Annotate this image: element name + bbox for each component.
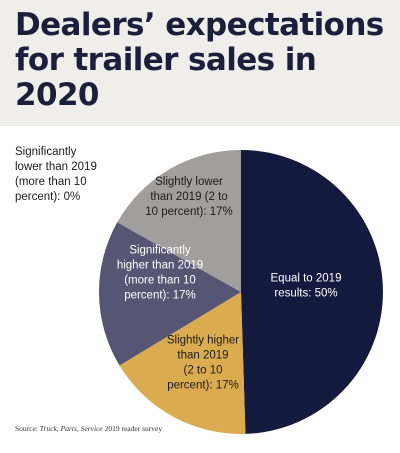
label-line: percent): 17% bbox=[124, 290, 196, 302]
label-line: Significantly bbox=[129, 245, 191, 257]
label-line: than 2019 (2 to bbox=[150, 191, 227, 203]
label-line: (2 to 10 bbox=[184, 365, 223, 377]
source-truck: Truck bbox=[39, 424, 57, 433]
title-banner bbox=[0, 0, 400, 126]
source-parts: Parts bbox=[60, 424, 77, 433]
pie-slice-higher-significant bbox=[98, 222, 241, 366]
label-line: percent): 0% bbox=[15, 191, 81, 203]
label-line: 10 percent): 17% bbox=[145, 206, 233, 218]
pie-slices bbox=[98, 149, 383, 434]
pie-slice-higher-slight bbox=[119, 292, 246, 434]
source-prefix: Source: bbox=[15, 424, 40, 433]
source-service: Service bbox=[80, 424, 103, 433]
label-line: lower than 2019 bbox=[15, 161, 97, 173]
slice-label-higher-significant: Significantly higher than 2019 (more than … bbox=[117, 245, 203, 302]
slice-label-lower-significant: Significantly lower than 2019 (more than… bbox=[15, 145, 135, 205]
label-line: than 2019 bbox=[177, 350, 228, 362]
slice-label-higher-slight: Slightly higher than 2019 (2 to 10 percent)… bbox=[167, 335, 239, 392]
label-line: higher than 2019 bbox=[117, 260, 203, 272]
label-line: (more than 10 bbox=[124, 275, 196, 287]
label-line: Slightly higher bbox=[167, 335, 239, 347]
source-note: Source: Truck, Parts, Service 2019 reade… bbox=[15, 424, 162, 433]
label-line: percent): 17% bbox=[167, 380, 239, 392]
label-line: results: 50% bbox=[274, 288, 337, 300]
label-line: (more than 10 bbox=[15, 176, 87, 188]
source-sep: , bbox=[56, 424, 61, 433]
pie-labels: Equal to 2019 results: 50% Slightly higher… bbox=[117, 176, 342, 392]
label-line: Significantly bbox=[15, 146, 77, 158]
source-sep: , bbox=[76, 424, 81, 433]
label-line: Equal to 2019 bbox=[271, 273, 342, 285]
source-suffix: 2019 reader survey bbox=[102, 424, 163, 433]
label-line: Slightly lower bbox=[155, 176, 223, 188]
pie-slice-lower-slight bbox=[117, 149, 241, 292]
chart-title: Dealers’ expectations for trailer sales … bbox=[15, 7, 384, 113]
slice-label-lower-slight: Slightly lower than 2019 (2 to 10 percent)… bbox=[145, 176, 233, 218]
pie-slice-equal bbox=[241, 150, 383, 434]
slice-label-equal: Equal to 2019 results: 50% bbox=[271, 273, 342, 300]
